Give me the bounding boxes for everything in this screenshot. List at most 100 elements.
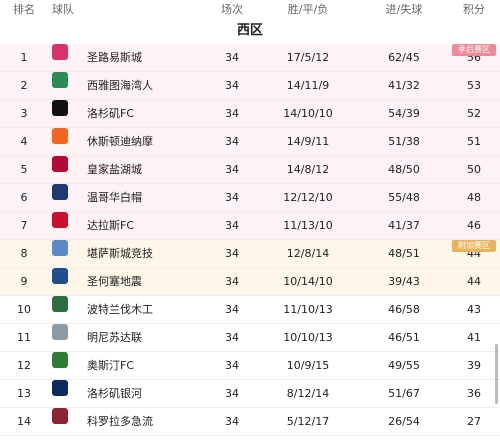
rank-cell: 1 [20,51,28,64]
team-name: 堪萨斯城竞技 [87,247,153,260]
houston-dynamo-logo-icon [52,128,68,144]
team-name: 科罗拉多急流 [87,415,153,428]
played-cell: 34 [225,135,239,148]
played-cell: 34 [225,163,239,176]
sporting-kc-logo-icon [52,240,68,256]
minnesota-united-logo-icon [52,324,68,340]
table-row[interactable]: 3 洛杉矶FC 34 14/10/10 54/39 52 [0,100,500,128]
rank-cell: 6 [20,191,28,204]
row-divider [0,295,500,296]
goals-cell: 46/58 [388,303,420,316]
rank-cell: 13 [17,387,31,400]
goals-cell: 49/55 [388,359,420,372]
points-cell: 51 [467,135,481,148]
table-row[interactable]: 14 科罗拉多急流 34 5/12/17 26/54 27 [0,408,500,436]
wdl-cell: 11/13/10 [283,219,333,232]
goals-cell: 26/54 [388,415,420,428]
table-row[interactable]: 9 圣何塞地震 34 10/14/10 39/43 44 [0,268,500,296]
row-divider [0,239,500,240]
la-galaxy-logo-icon [52,380,68,396]
played-cell: 34 [225,415,239,428]
goals-cell: 55/48 [388,191,420,204]
table-row[interactable]: 6 温哥华白帽 34 12/12/10 55/48 48 [0,184,500,212]
goals-header: 进/失球 [385,3,423,16]
wdl-cell: 14/11/9 [286,79,330,92]
team-name: 圣路易斯城 [87,51,142,64]
austin-fc-logo-icon [52,352,68,368]
san-jose-earthquakes-logo-icon [52,268,68,284]
wdl-cell: 14/10/10 [283,107,333,120]
team-name: 西雅图海湾人 [87,79,153,92]
team-header: 球队 [52,3,74,16]
goals-cell: 54/39 [388,107,420,120]
played-cell: 34 [225,275,239,288]
goals-cell: 51/38 [388,135,420,148]
team-name: 洛杉矶银河 [87,387,142,400]
table-row[interactable]: 4 休斯顿迪纳摩 34 14/9/11 51/38 51 [0,128,500,156]
row-divider [0,127,500,128]
goals-cell: 41/32 [388,79,420,92]
wdl-cell: 11/10/13 [283,303,333,316]
vancouver-whitecaps-logo-icon [52,184,68,200]
lafc-logo-icon [52,100,68,116]
points-cell: 53 [467,79,481,92]
table-row[interactable]: 12 奥斯汀FC 34 10/9/15 49/55 39 [0,352,500,380]
team-name: 达拉斯FC [87,219,135,232]
played-cell: 34 [225,359,239,372]
wdl-cell: 5/12/17 [286,415,330,428]
points-cell: 52 [467,107,481,120]
table-row[interactable]: 1 圣路易斯城 34 17/5/12 62/45 56 季后赛区 [0,44,500,72]
row-divider [0,407,500,408]
row-divider [0,351,500,352]
real-salt-lake-logo-icon [52,156,68,172]
points-cell: 41 [467,331,481,344]
wdl-cell: 12/12/10 [283,191,333,204]
team-name: 休斯顿迪纳摩 [87,135,153,148]
scrollbar[interactable] [495,344,498,404]
row-divider [0,435,500,436]
team-name: 洛杉矶FC [87,107,135,120]
wildcard-zone-badge: 附加赛区 [452,240,496,252]
colorado-rapids-logo-icon [52,408,68,424]
points-header: 积分 [463,3,485,16]
table-row[interactable]: 10 波特兰伐木工 34 11/10/13 46/58 43 [0,296,500,324]
table-row[interactable]: 5 皇家盐湖城 34 14/8/12 48/50 50 [0,156,500,184]
played-cell: 34 [225,107,239,120]
row-divider [0,211,500,212]
st-louis-city-logo-icon [52,44,68,60]
playoff-zone-badge: 季后赛区 [452,44,496,56]
table-row[interactable]: 13 洛杉矶银河 34 8/12/14 51/67 36 [0,380,500,408]
portland-timbers-logo-icon [52,296,68,312]
wdl-cell: 12/8/14 [286,247,330,260]
rank-cell: 12 [17,359,31,372]
row-divider [0,379,500,380]
rank-cell: 3 [20,107,28,120]
rank-cell: 11 [17,331,31,344]
table-row[interactable]: 7 达拉斯FC 34 11/13/10 41/37 46 [0,212,500,240]
played-cell: 34 [225,219,239,232]
points-cell: 39 [467,359,481,372]
row-divider [0,71,500,72]
table-row[interactable]: 8 堪萨斯城竞技 34 12/8/14 48/51 44 附加赛区 [0,240,500,268]
wdl-cell: 14/9/11 [286,135,330,148]
goals-cell: 51/67 [388,387,420,400]
goals-cell: 48/51 [388,247,420,260]
rank-cell: 2 [20,79,28,92]
played-cell: 34 [225,51,239,64]
rank-cell: 7 [20,219,28,232]
wdl-cell: 17/5/12 [286,51,330,64]
team-name: 温哥华白帽 [87,191,142,204]
table-row[interactable]: 11 明尼苏达联 34 10/10/13 46/51 41 [0,324,500,352]
wdl-cell: 8/12/14 [286,387,330,400]
team-name: 圣何塞地震 [87,275,142,288]
row-divider [0,99,500,100]
wdl-cell: 10/14/10 [283,275,333,288]
wdl-cell: 10/10/13 [283,331,333,344]
wdl-cell: 14/8/12 [286,163,330,176]
rank-cell: 8 [20,247,28,260]
rank-cell: 4 [20,135,28,148]
team-name: 明尼苏达联 [87,331,142,344]
wdl-cell: 10/9/15 [286,359,330,372]
table-row[interactable]: 2 西雅图海湾人 34 14/11/9 41/32 53 [0,72,500,100]
seattle-sounders-logo-icon [52,72,68,88]
